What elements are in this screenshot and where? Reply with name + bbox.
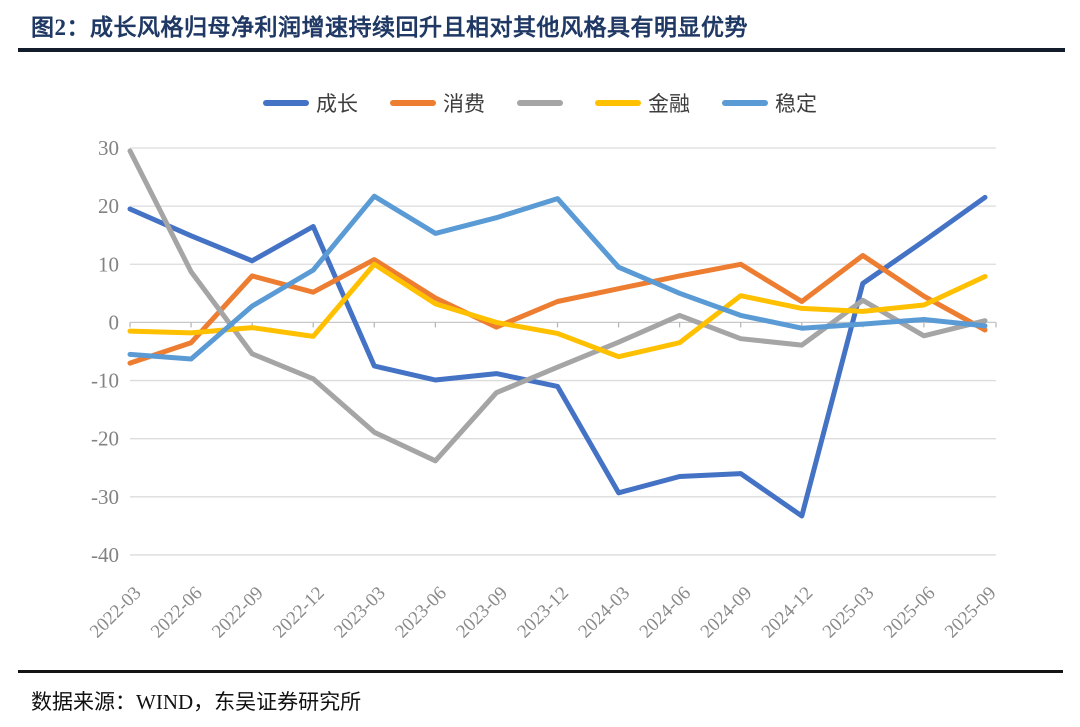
legend-label-stability: 稳定 — [775, 92, 817, 116]
x-tick-label: 2024-09 — [697, 583, 757, 643]
y-tick-label: 20 — [98, 194, 119, 218]
x-tick-label: 2025-06 — [880, 583, 940, 643]
title-divider — [18, 48, 1065, 52]
legend-item-finance: 金融 — [595, 88, 690, 118]
x-tick-label: 2022-06 — [147, 583, 207, 643]
x-tick-label: 2024-03 — [574, 583, 634, 643]
legend-item-unlabeled-gray — [517, 100, 563, 106]
series-line-stability — [127, 193, 988, 362]
y-tick-label: 0 — [109, 310, 120, 334]
x-tick-label: 2025-03 — [819, 583, 879, 643]
series-line-finance — [127, 261, 988, 360]
footer-divider — [18, 670, 1063, 673]
y-tick-label: 10 — [98, 252, 119, 276]
series-line-consumption — [127, 253, 988, 366]
legend-swatch-growth — [263, 100, 309, 106]
y-axis-labels: 30 20 10 0 -10 -20 -30 -40 — [91, 136, 119, 567]
x-tick-label: 2025-09 — [941, 583, 1001, 643]
series-line-unlabeled-gray — [127, 148, 988, 464]
legend-swatch-consumption — [390, 100, 436, 106]
y-tick-label: -20 — [91, 427, 119, 451]
series-line-growth — [127, 194, 988, 519]
y-tick-label: -10 — [91, 369, 119, 393]
y-gridlines — [130, 147, 996, 556]
legend-item-stability: 稳定 — [722, 88, 817, 118]
figure-title: 图2：成长风格归母净利润增速持续回升且相对其他风格具有明显优势 — [31, 15, 748, 40]
x-tick-label: 2022-03 — [86, 583, 146, 643]
y-tick-label: -40 — [91, 543, 119, 567]
legend-label-consumption: 消费 — [443, 92, 485, 116]
x-tick-label: 2024-06 — [636, 583, 696, 643]
legend-label-finance: 金融 — [648, 92, 690, 116]
x-tick-label: 2022-12 — [269, 583, 329, 643]
x-axis-labels: 2022-03 2022-06 2022-09 2022-12 2023-03 2023-… — [86, 583, 1001, 643]
legend-label-growth: 成长 — [316, 92, 358, 116]
x-tick-label: 2023-03 — [330, 583, 390, 643]
legend-item-growth: 成长 — [263, 88, 358, 118]
legend-item-consumption: 消费 — [390, 88, 485, 118]
legend-swatch-stability — [722, 100, 768, 106]
chart-legend: 成长 消费 金融 稳定 — [0, 88, 1080, 118]
x-tick-label: 2023-12 — [513, 583, 573, 643]
data-source-note: 数据来源：WIND，东吴证券研究所 — [31, 690, 362, 714]
x-tick-label: 2023-06 — [391, 583, 451, 643]
y-tick-label: -30 — [91, 485, 119, 509]
x-tick-label: 2022-09 — [208, 583, 268, 643]
y-tick-label: 30 — [98, 136, 119, 160]
x-tick-label: 2023-09 — [452, 583, 512, 643]
legend-swatch-unlabeled-gray — [517, 100, 563, 106]
legend-swatch-finance — [595, 100, 641, 106]
x-tick-label: 2024-12 — [758, 583, 818, 643]
